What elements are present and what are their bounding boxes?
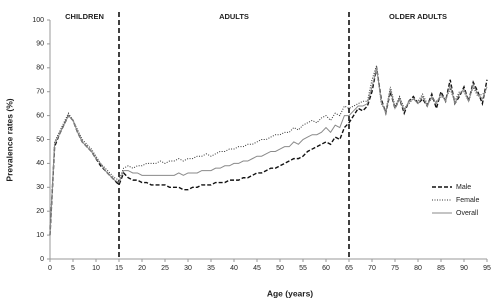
period-label: OLDER ADULTS: [389, 12, 447, 21]
x-tick-label: 35: [207, 265, 215, 272]
y-tick-label: 10: [36, 232, 44, 239]
x-tick-label: 30: [184, 265, 192, 272]
legend-label: Overall: [456, 210, 479, 217]
x-tick-label: 95: [483, 265, 491, 272]
y-tick-label: 50: [36, 136, 44, 143]
y-tick-label: 70: [36, 89, 44, 96]
period-label: ADULTS: [219, 12, 249, 21]
x-tick-label: 20: [138, 265, 146, 272]
x-tick-label: 10: [92, 265, 100, 272]
x-tick-label: 45: [253, 265, 261, 272]
x-tick-label: 70: [368, 265, 376, 272]
y-axis-title: Prevalence rates (%): [4, 98, 14, 181]
x-tick-label: 25: [161, 265, 169, 272]
y-tick-label: 40: [36, 160, 44, 167]
x-tick-label: 90: [460, 265, 468, 272]
y-tick-label: 100: [32, 17, 44, 24]
y-tick-label: 80: [36, 65, 44, 72]
x-tick-label: 40: [230, 265, 238, 272]
x-axis-title: Age (years): [267, 288, 313, 298]
y-tick-label: 20: [36, 208, 44, 215]
x-tick-label: 0: [48, 265, 52, 272]
line-series: [49, 67, 488, 236]
x-tick-label: 15: [115, 265, 123, 272]
x-tick-label: 65: [345, 265, 353, 272]
y-tick-label: 0: [40, 256, 44, 263]
x-tick-label: 60: [322, 265, 330, 272]
legend-label: Male: [456, 184, 471, 191]
x-tick-label: 75: [391, 265, 399, 272]
line-series: [49, 67, 488, 236]
y-tick-label: 30: [36, 184, 44, 191]
x-tick-label: 80: [414, 265, 422, 272]
legend-label: Female: [456, 197, 479, 204]
y-tick-label: 90: [36, 41, 44, 48]
x-tick-label: 55: [299, 265, 307, 272]
line-series: [49, 65, 488, 233]
period-label: CHILDREN: [65, 12, 104, 21]
x-tick-label: 50: [276, 265, 284, 272]
x-tick-label: 5: [71, 265, 75, 272]
x-tick-label: 85: [437, 265, 445, 272]
y-tick-label: 60: [36, 112, 44, 119]
